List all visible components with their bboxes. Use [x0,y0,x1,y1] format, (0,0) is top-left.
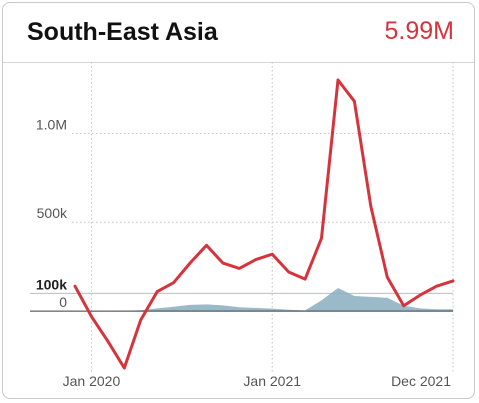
area-series [75,288,453,312]
chart-card: South-East Asia 5.99M [2,2,475,399]
y-tick-label: 1.0M [36,116,67,132]
total-value: 5.99M [384,17,454,45]
line-series [73,78,455,370]
y-tick-label: 100k [36,276,67,292]
y-tick-label: 0 [59,294,67,310]
y-tick-label: 500k [37,205,68,221]
x-tick-label: Dec 2021 [391,373,451,389]
region-title: South-East Asia [27,18,218,46]
card-header: South-East Asia 5.99M [3,3,474,63]
x-tick-label: Jan 2021 [243,373,301,389]
x-tick-label: Jan 2020 [63,373,121,389]
